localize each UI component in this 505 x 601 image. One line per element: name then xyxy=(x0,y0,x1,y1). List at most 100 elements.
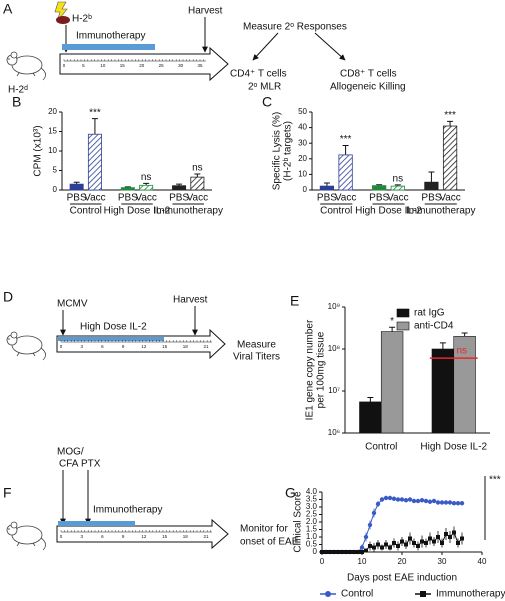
marker xyxy=(439,500,445,505)
y-tick-label: 0 xyxy=(313,547,318,556)
marker xyxy=(424,541,428,545)
x-tick-label: Vacc xyxy=(187,193,209,204)
error-bar xyxy=(447,120,454,127)
timeline xyxy=(56,518,229,550)
legend-label: Control xyxy=(341,589,373,600)
y-tick-label: 2.5 xyxy=(306,510,318,519)
bar xyxy=(87,133,102,191)
marker xyxy=(363,534,369,540)
y-tick-label: 4.0 xyxy=(306,487,318,496)
timeline-label: 3 xyxy=(80,534,83,539)
timeline-label: 15 xyxy=(120,63,126,68)
treatment: High Dose IL-2 xyxy=(80,322,147,333)
marker xyxy=(384,542,388,547)
boost: PTX xyxy=(81,459,101,470)
marker xyxy=(444,532,448,536)
marker xyxy=(399,497,405,502)
marker xyxy=(371,510,377,516)
timeline-label: 15 xyxy=(162,534,168,539)
significance: ns xyxy=(141,172,152,183)
significance: *** xyxy=(89,107,101,118)
marker xyxy=(340,550,344,554)
x-tick-label: Vacc xyxy=(439,193,461,204)
timeline-label: 35 xyxy=(197,63,203,68)
bar xyxy=(338,154,353,191)
marker xyxy=(352,550,356,554)
timeline-label: 10 xyxy=(100,63,106,68)
panel-label: D xyxy=(3,289,13,305)
measure: Measure 2ᵒ Responses xyxy=(243,22,347,33)
x-tick-label: Vacc xyxy=(335,193,357,204)
x-tick-label: PBS xyxy=(317,193,337,204)
y-tick-label: 10⁹ xyxy=(328,302,340,311)
marker xyxy=(375,501,381,507)
irradiation-icon xyxy=(54,1,68,23)
y-tick-label: 10⁶ xyxy=(328,428,340,437)
outcome: Viral Titers xyxy=(233,352,280,363)
marker xyxy=(452,530,456,535)
timeline-label: 0 xyxy=(60,534,63,539)
bar xyxy=(380,331,404,434)
marker xyxy=(460,536,464,541)
error-bar xyxy=(428,171,435,183)
induction: MOG/ xyxy=(57,447,84,458)
legend-swatch xyxy=(396,308,410,318)
legend-marker xyxy=(420,591,426,597)
marker xyxy=(383,495,389,501)
marker xyxy=(368,544,372,548)
marker xyxy=(356,550,360,554)
outcome: Allogeneic Killing xyxy=(330,82,406,93)
marker xyxy=(388,545,392,550)
y-tick-label: 0 xyxy=(303,185,308,194)
y-axis-label: IE1 gene copy number xyxy=(305,319,316,420)
x-tick-label: PBS xyxy=(118,193,138,204)
y-axis-label: Clinical Score xyxy=(293,491,304,553)
marker xyxy=(391,496,397,501)
marker xyxy=(344,550,348,554)
outcome: onset of EAE xyxy=(240,537,299,548)
mouse xyxy=(6,521,47,551)
host-strain: H-2ᵈ xyxy=(8,85,28,96)
legend-swatch xyxy=(396,321,410,331)
bar xyxy=(390,185,405,191)
y-tick-label: 10 xyxy=(48,146,57,155)
x-tick-label: 10 xyxy=(358,557,367,566)
timeline xyxy=(59,46,229,82)
significance: *** xyxy=(444,110,456,121)
outcome: CD8⁺ T cells xyxy=(340,69,397,80)
marker xyxy=(407,497,413,502)
x-tick-label: PBS xyxy=(67,193,87,204)
donor-cells xyxy=(56,16,70,24)
timeline-label: 21 xyxy=(203,344,209,349)
bar xyxy=(69,183,84,191)
error-bar xyxy=(91,118,98,135)
legend-marker xyxy=(325,591,331,597)
timeline-label: 21 xyxy=(203,534,209,539)
marker xyxy=(396,544,400,548)
outcome: Monitor for xyxy=(240,524,288,535)
marker xyxy=(395,497,401,502)
marker xyxy=(455,501,461,506)
panel-label: B xyxy=(12,94,21,110)
marker xyxy=(408,536,412,541)
error-bar xyxy=(323,182,330,187)
error-bar xyxy=(367,397,374,402)
significance: *** xyxy=(340,134,352,145)
marker xyxy=(400,539,404,544)
marker xyxy=(328,550,332,554)
error-bar xyxy=(342,145,349,155)
x-axis-label: Days post EAE induction xyxy=(347,573,457,584)
marker xyxy=(364,548,368,553)
timeline-label: 30 xyxy=(178,63,184,68)
y-tick-label: 20 xyxy=(298,154,307,163)
treatment-bar xyxy=(62,44,155,50)
group-label: High Dose IL-2 xyxy=(104,206,171,217)
group-label: Control xyxy=(70,206,102,217)
y-tick-label: 15 xyxy=(48,127,57,136)
arrow xyxy=(252,32,279,61)
group-label: High Dose IL-2 xyxy=(355,206,422,217)
group-label: Control xyxy=(320,206,352,217)
legend-label: Immunotherapy xyxy=(436,589,505,600)
legend-label: rat IgG xyxy=(414,308,445,319)
treatment-bar xyxy=(58,521,135,526)
